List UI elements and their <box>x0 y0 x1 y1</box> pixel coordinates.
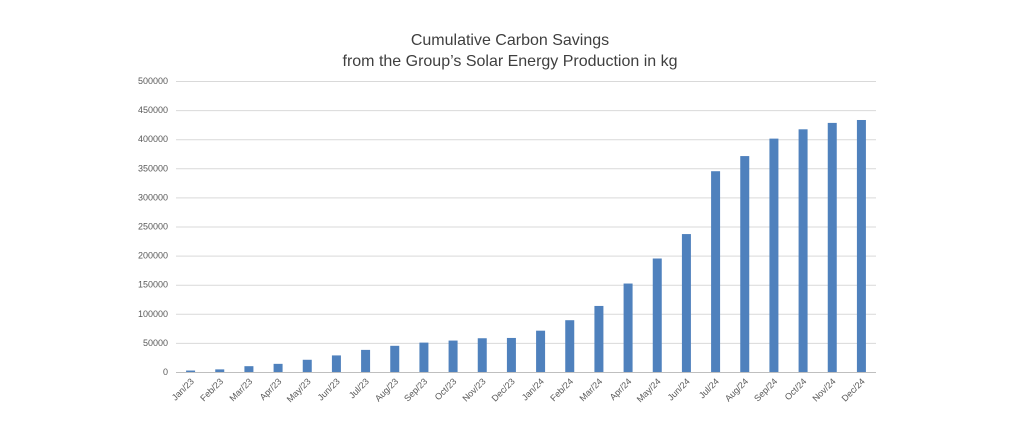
bar <box>594 305 604 372</box>
bar <box>856 119 866 372</box>
x-tick-label: Nov/24 <box>810 376 837 403</box>
x-tick-label: Jan/24 <box>520 376 546 402</box>
x-tick-label: Jul/24 <box>697 376 721 400</box>
bar <box>769 138 779 372</box>
bar <box>186 370 196 372</box>
bars <box>186 119 866 373</box>
chart-title: Cumulative Carbon Savings from the Group… <box>0 30 1020 72</box>
bar <box>448 340 458 372</box>
chart-title-line-2: from the Group’s Solar Energy Production… <box>342 53 678 70</box>
x-tick-label: Oct/24 <box>783 376 809 402</box>
x-tick-label: Feb/24 <box>548 376 575 403</box>
y-tick-label: 450000 <box>138 105 168 115</box>
bar <box>623 283 633 372</box>
bar <box>361 349 371 372</box>
y-tick-label: 50000 <box>143 338 168 348</box>
x-tick-label: Mar/24 <box>577 376 604 403</box>
x-tick-label: Mar/23 <box>227 376 254 403</box>
gridlines <box>176 81 876 344</box>
bar <box>244 366 254 372</box>
bar <box>565 320 575 372</box>
bar <box>390 345 400 372</box>
x-tick-label: Dec/23 <box>490 376 517 403</box>
x-tick-label: Jun/23 <box>316 376 342 402</box>
x-tick-label: Aug/23 <box>373 376 400 403</box>
bar <box>681 234 691 372</box>
y-tick-label: 300000 <box>138 192 168 202</box>
y-tick-label: 250000 <box>138 222 168 232</box>
x-tick-label: Jul/23 <box>347 376 371 400</box>
bar <box>215 369 225 372</box>
x-tick-label: May/24 <box>635 376 663 404</box>
x-tick-label: Jan/23 <box>170 376 196 402</box>
x-tick-label: Nov/23 <box>460 376 487 403</box>
y-tick-label: 500000 <box>138 76 168 86</box>
bar <box>477 338 487 372</box>
y-tick-label: 400000 <box>138 134 168 144</box>
x-tick-label: Apr/24 <box>608 376 634 402</box>
bar <box>827 122 837 373</box>
x-tick-label: Apr/23 <box>258 376 284 402</box>
bar <box>652 258 662 372</box>
bar <box>273 363 283 372</box>
x-tick-label: Sep/24 <box>752 376 779 403</box>
x-tick-label: Oct/23 <box>433 376 459 402</box>
chart-title-line-1: Cumulative Carbon Savings <box>410 32 610 49</box>
bar <box>798 129 808 372</box>
bar <box>711 171 721 372</box>
bar <box>506 337 516 372</box>
y-axis-tick-labels: 0 50000 100000 150000 200000 250000 300000 3500… <box>138 76 168 377</box>
x-tick-label: May/23 <box>285 376 313 404</box>
x-tick-label: Feb/23 <box>198 376 225 403</box>
x-axis-tick-labels: Jan/23 Feb/23 Mar/23 Apr/23 May/23 Jun/23 Jul/… <box>170 376 867 404</box>
bar <box>536 330 546 372</box>
y-tick-label: 200000 <box>138 251 168 261</box>
x-tick-label: Dec/24 <box>840 376 867 403</box>
x-tick-label: Sep/23 <box>402 376 429 403</box>
bar <box>331 355 341 372</box>
x-tick-label: Aug/24 <box>723 376 750 403</box>
x-tick-label: Jun/24 <box>666 376 692 402</box>
bar <box>419 342 429 372</box>
y-tick-label: 100000 <box>138 309 168 319</box>
y-tick-label: 150000 <box>138 280 168 290</box>
y-tick-label: 0 <box>163 367 168 377</box>
y-tick-label: 350000 <box>138 163 168 173</box>
bar <box>740 156 750 372</box>
bar <box>302 359 312 372</box>
